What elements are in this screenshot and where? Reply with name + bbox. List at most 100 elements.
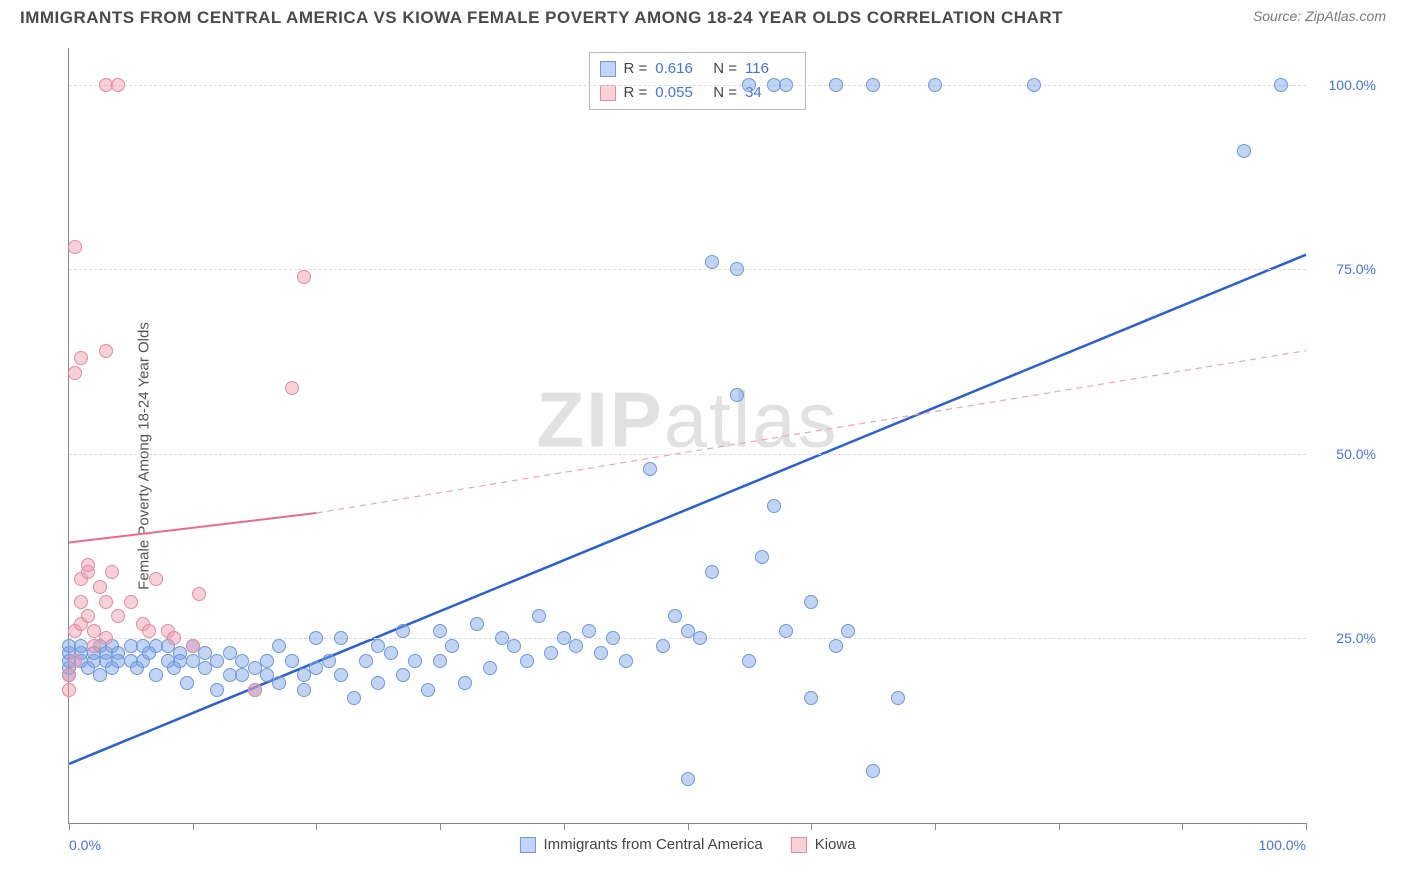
point-series-b [99, 595, 113, 609]
point-series-a [891, 691, 905, 705]
point-series-a [804, 595, 818, 609]
y-tick-label: 100.0% [1329, 77, 1376, 93]
x-tick [688, 823, 689, 830]
point-series-a [408, 654, 422, 668]
point-series-b [62, 683, 76, 697]
x-tick [1182, 823, 1183, 830]
plot-area: ZIPatlas R =0.616N =116R =0.055N =34 Imm… [68, 48, 1306, 824]
point-series-a [210, 683, 224, 697]
point-series-a [767, 499, 781, 513]
point-series-a [841, 624, 855, 638]
point-series-a [643, 462, 657, 476]
legend-label: Kiowa [815, 836, 856, 853]
point-series-a [681, 772, 695, 786]
point-series-b [68, 366, 82, 380]
point-series-a [928, 78, 942, 92]
point-series-a [866, 78, 880, 92]
x-tick [440, 823, 441, 830]
point-series-b [149, 572, 163, 586]
legend-item: Immigrants from Central America [519, 836, 762, 853]
point-series-a [730, 262, 744, 276]
x-tick [1059, 823, 1060, 830]
point-series-b [285, 381, 299, 395]
stats-row: R =0.616N =116 [600, 57, 796, 81]
y-tick-label: 50.0% [1336, 446, 1376, 462]
stat-r-value: 0.616 [655, 57, 705, 81]
x-tick [935, 823, 936, 830]
x-tick [316, 823, 317, 830]
legend-swatch [519, 837, 535, 853]
x-tick [564, 823, 565, 830]
point-series-a [260, 654, 274, 668]
legend-swatch [600, 61, 616, 77]
point-series-a [693, 631, 707, 645]
legend-item: Kiowa [791, 836, 856, 853]
chart-title: IMMIGRANTS FROM CENTRAL AMERICA VS KIOWA… [20, 8, 1063, 28]
point-series-a [705, 255, 719, 269]
point-series-a [297, 683, 311, 697]
point-series-a [180, 676, 194, 690]
gridline [69, 454, 1306, 455]
point-series-a [829, 78, 843, 92]
point-series-a [619, 654, 633, 668]
x-tick-label-end: 100.0% [1259, 837, 1306, 853]
point-series-b [99, 344, 113, 358]
trendline [316, 351, 1306, 513]
point-series-a [347, 691, 361, 705]
x-tick [69, 823, 70, 830]
x-tick [811, 823, 812, 830]
point-series-a [779, 624, 793, 638]
point-series-a [309, 631, 323, 645]
point-series-b [99, 631, 113, 645]
point-series-b [93, 580, 107, 594]
x-tick-label-start: 0.0% [69, 837, 101, 853]
gridline [69, 269, 1306, 270]
point-series-a [544, 646, 558, 660]
point-series-a [445, 639, 459, 653]
point-series-b [124, 595, 138, 609]
point-series-a [396, 624, 410, 638]
legend-label: Immigrants from Central America [543, 836, 762, 853]
gridline [69, 85, 1306, 86]
point-series-b [62, 668, 76, 682]
y-tick-label: 75.0% [1336, 261, 1376, 277]
point-series-a [569, 639, 583, 653]
point-series-a [755, 550, 769, 564]
point-series-b [248, 683, 262, 697]
point-series-a [272, 676, 286, 690]
point-series-a [470, 617, 484, 631]
point-series-a [458, 676, 472, 690]
bottom-legend: Immigrants from Central America Kiowa [519, 836, 855, 853]
trendline [69, 513, 316, 543]
point-series-a [705, 565, 719, 579]
gridline [69, 638, 1306, 639]
point-series-a [866, 764, 880, 778]
point-series-b [74, 595, 88, 609]
point-series-a [804, 691, 818, 705]
point-series-b [68, 240, 82, 254]
trendlines-layer [69, 48, 1306, 823]
chart-header: IMMIGRANTS FROM CENTRAL AMERICA VS KIOWA… [0, 0, 1406, 32]
point-series-a [594, 646, 608, 660]
point-series-b [81, 558, 95, 572]
point-series-a [334, 631, 348, 645]
point-series-a [1027, 78, 1041, 92]
point-series-a [359, 654, 373, 668]
point-series-a [520, 654, 534, 668]
point-series-a [272, 639, 286, 653]
point-series-a [779, 78, 793, 92]
point-series-a [483, 661, 497, 675]
point-series-a [829, 639, 843, 653]
point-series-a [656, 639, 670, 653]
point-series-a [742, 654, 756, 668]
point-series-a [582, 624, 596, 638]
point-series-a [742, 78, 756, 92]
point-series-a [285, 654, 299, 668]
x-tick [1306, 823, 1307, 830]
legend-swatch [791, 837, 807, 853]
point-series-b [68, 654, 82, 668]
chart-container: Female Poverty Among 18-24 Year Olds ZIP… [20, 40, 1386, 872]
point-series-b [186, 639, 200, 653]
point-series-a [507, 639, 521, 653]
y-tick-label: 25.0% [1336, 630, 1376, 646]
